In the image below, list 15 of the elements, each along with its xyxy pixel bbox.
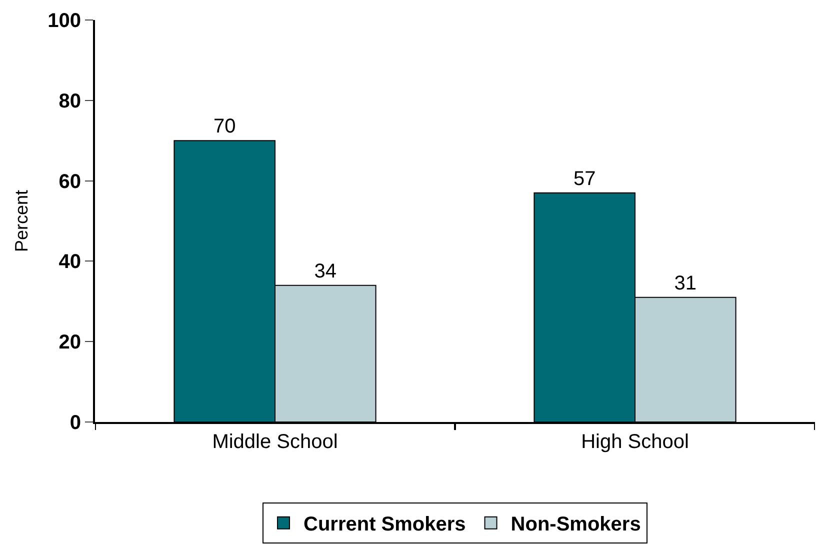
legend-label: Non-Smokers — [510, 514, 641, 536]
x-tick-label: Middle School — [212, 431, 338, 453]
x-tick-label: High School — [581, 431, 689, 453]
data-label: 34 — [314, 260, 337, 282]
y-tick-label: 60 — [58, 170, 81, 193]
data-label: 70 — [213, 116, 236, 138]
y-tick-label: 100 — [48, 10, 81, 32]
y-tick-label: 80 — [58, 90, 81, 112]
data-label: 31 — [674, 272, 697, 294]
y-tick-label: 20 — [58, 332, 81, 354]
y-tick-label: 0 — [70, 412, 81, 434]
y-axis-title: Percent — [11, 190, 32, 252]
data-label: 57 — [573, 168, 596, 190]
y-tick-label: 40 — [58, 251, 81, 274]
legend-label: Current Smokers — [304, 514, 466, 536]
